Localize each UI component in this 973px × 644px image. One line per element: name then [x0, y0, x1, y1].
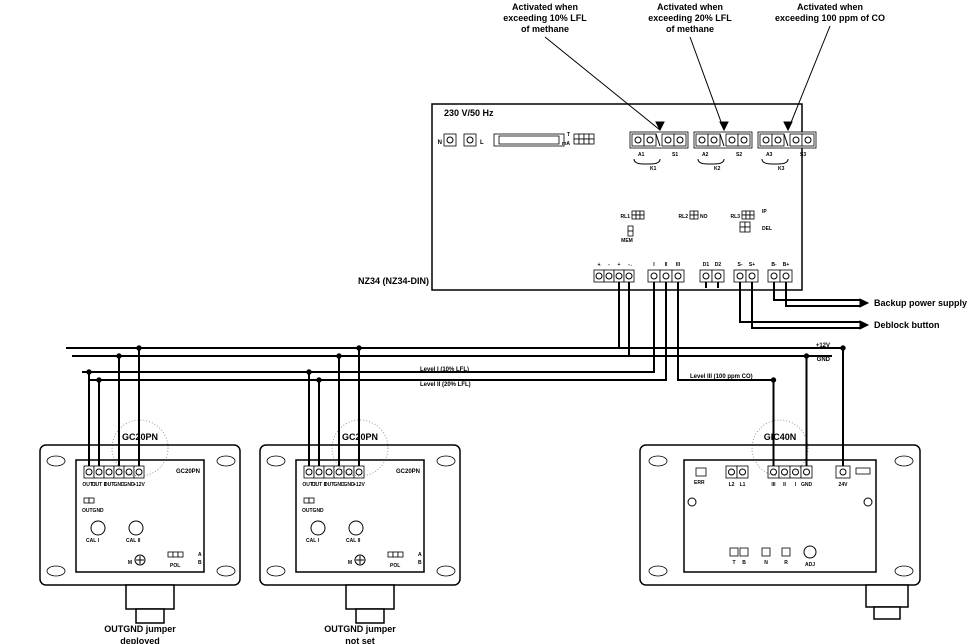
svg-text:Activated when: Activated when: [512, 2, 578, 12]
svg-text:T: T: [567, 132, 570, 138]
svg-text:GIC40N: GIC40N: [764, 432, 797, 442]
svg-text:Level II (20% LFL): Level II (20% LFL): [420, 382, 471, 388]
svg-text:NO: NO: [700, 214, 708, 220]
svg-text:MEM: MEM: [621, 238, 633, 244]
svg-text:B: B: [418, 560, 422, 566]
svg-text:Activated when: Activated when: [797, 2, 863, 12]
svg-text:GC20PN: GC20PN: [396, 469, 420, 475]
svg-text:Activated when: Activated when: [657, 2, 723, 12]
svg-text:B: B: [198, 560, 202, 566]
svg-text:Backup power supply: Backup power supply: [874, 298, 967, 308]
svg-text:K1: K1: [650, 166, 657, 172]
svg-text:D1: D1: [703, 262, 710, 268]
svg-text:S3: S3: [800, 152, 806, 158]
svg-text:III: III: [771, 482, 776, 488]
svg-text:Deblock button: Deblock button: [874, 320, 940, 330]
svg-text:T: T: [732, 560, 735, 566]
svg-text:24V: 24V: [839, 482, 849, 488]
svg-text:GND: GND: [817, 357, 831, 363]
svg-text:A3: A3: [766, 152, 773, 158]
svg-text:S-: S-: [738, 262, 743, 268]
svg-text:B: B: [742, 560, 746, 566]
svg-text:RL2: RL2: [679, 214, 689, 220]
svg-text:230 V/50 Hz: 230 V/50 Hz: [444, 108, 494, 118]
svg-text:D2: D2: [715, 262, 722, 268]
svg-text:M: M: [348, 560, 352, 566]
svg-text:M: M: [128, 560, 132, 566]
svg-text:+: +: [598, 262, 601, 268]
svg-text:GND: GND: [801, 482, 813, 488]
svg-text:OUTGND: OUTGND: [82, 508, 104, 514]
svg-text:L2: L2: [729, 482, 735, 488]
svg-text:S+: S+: [749, 262, 755, 268]
svg-text:CAL I: CAL I: [86, 538, 100, 544]
svg-text:RL3: RL3: [731, 214, 741, 220]
svg-text:deployed: deployed: [120, 636, 160, 644]
svg-text:S2: S2: [736, 152, 742, 158]
svg-text:not set: not set: [345, 636, 375, 644]
svg-text:GC20PN: GC20PN: [176, 469, 200, 475]
svg-text:of methane: of methane: [521, 24, 569, 34]
svg-text:exceeding 10% LFL: exceeding 10% LFL: [503, 13, 587, 23]
svg-text:OUTGND jumper: OUTGND jumper: [104, 624, 176, 634]
svg-text:A2: A2: [702, 152, 709, 158]
svg-text:A1: A1: [638, 152, 645, 158]
svg-text:IP: IP: [762, 209, 767, 215]
svg-text:NZ34 (NZ34-DIN): NZ34 (NZ34-DIN): [358, 276, 429, 286]
svg-text:exceeding 100 ppm of CO: exceeding 100 ppm of CO: [775, 13, 885, 23]
svg-text:B-: B-: [771, 262, 777, 268]
svg-text:exceeding 20% LFL: exceeding 20% LFL: [648, 13, 732, 23]
svg-text:CAL I: CAL I: [306, 538, 320, 544]
svg-text:CAL II: CAL II: [346, 538, 361, 544]
svg-text:POL: POL: [170, 563, 180, 569]
svg-text:A: A: [198, 552, 202, 558]
svg-text:L: L: [480, 140, 484, 146]
svg-text:ADJ: ADJ: [805, 562, 815, 568]
svg-text:+12V: +12V: [133, 482, 145, 488]
svg-text:of methane: of methane: [666, 24, 714, 34]
svg-text:B+: B+: [783, 262, 790, 268]
svg-text:Level III (100 ppm CO): Level III (100 ppm CO): [690, 374, 753, 380]
svg-text:K2: K2: [714, 166, 721, 172]
svg-text:Level I (10% LFL): Level I (10% LFL): [420, 367, 469, 373]
svg-text:+12V: +12V: [353, 482, 365, 488]
svg-text:ERR: ERR: [694, 480, 705, 486]
svg-text:R: R: [784, 560, 788, 566]
svg-text:mA: mA: [562, 141, 570, 147]
svg-text:L1: L1: [740, 482, 746, 488]
svg-text:N: N: [438, 140, 442, 146]
svg-text:N: N: [764, 560, 768, 566]
svg-text:A: A: [418, 552, 422, 558]
svg-text:OUTGND jumper: OUTGND jumper: [324, 624, 396, 634]
svg-text:OUTGND: OUTGND: [302, 508, 324, 514]
svg-text:+: +: [618, 262, 621, 268]
svg-text:RL1: RL1: [621, 214, 631, 220]
svg-text:DEL: DEL: [762, 226, 772, 232]
svg-text:S1: S1: [672, 152, 678, 158]
svg-text:III: III: [676, 262, 681, 268]
svg-text:POL: POL: [390, 563, 400, 569]
svg-text:K3: K3: [778, 166, 785, 172]
svg-text:CAL II: CAL II: [126, 538, 141, 544]
